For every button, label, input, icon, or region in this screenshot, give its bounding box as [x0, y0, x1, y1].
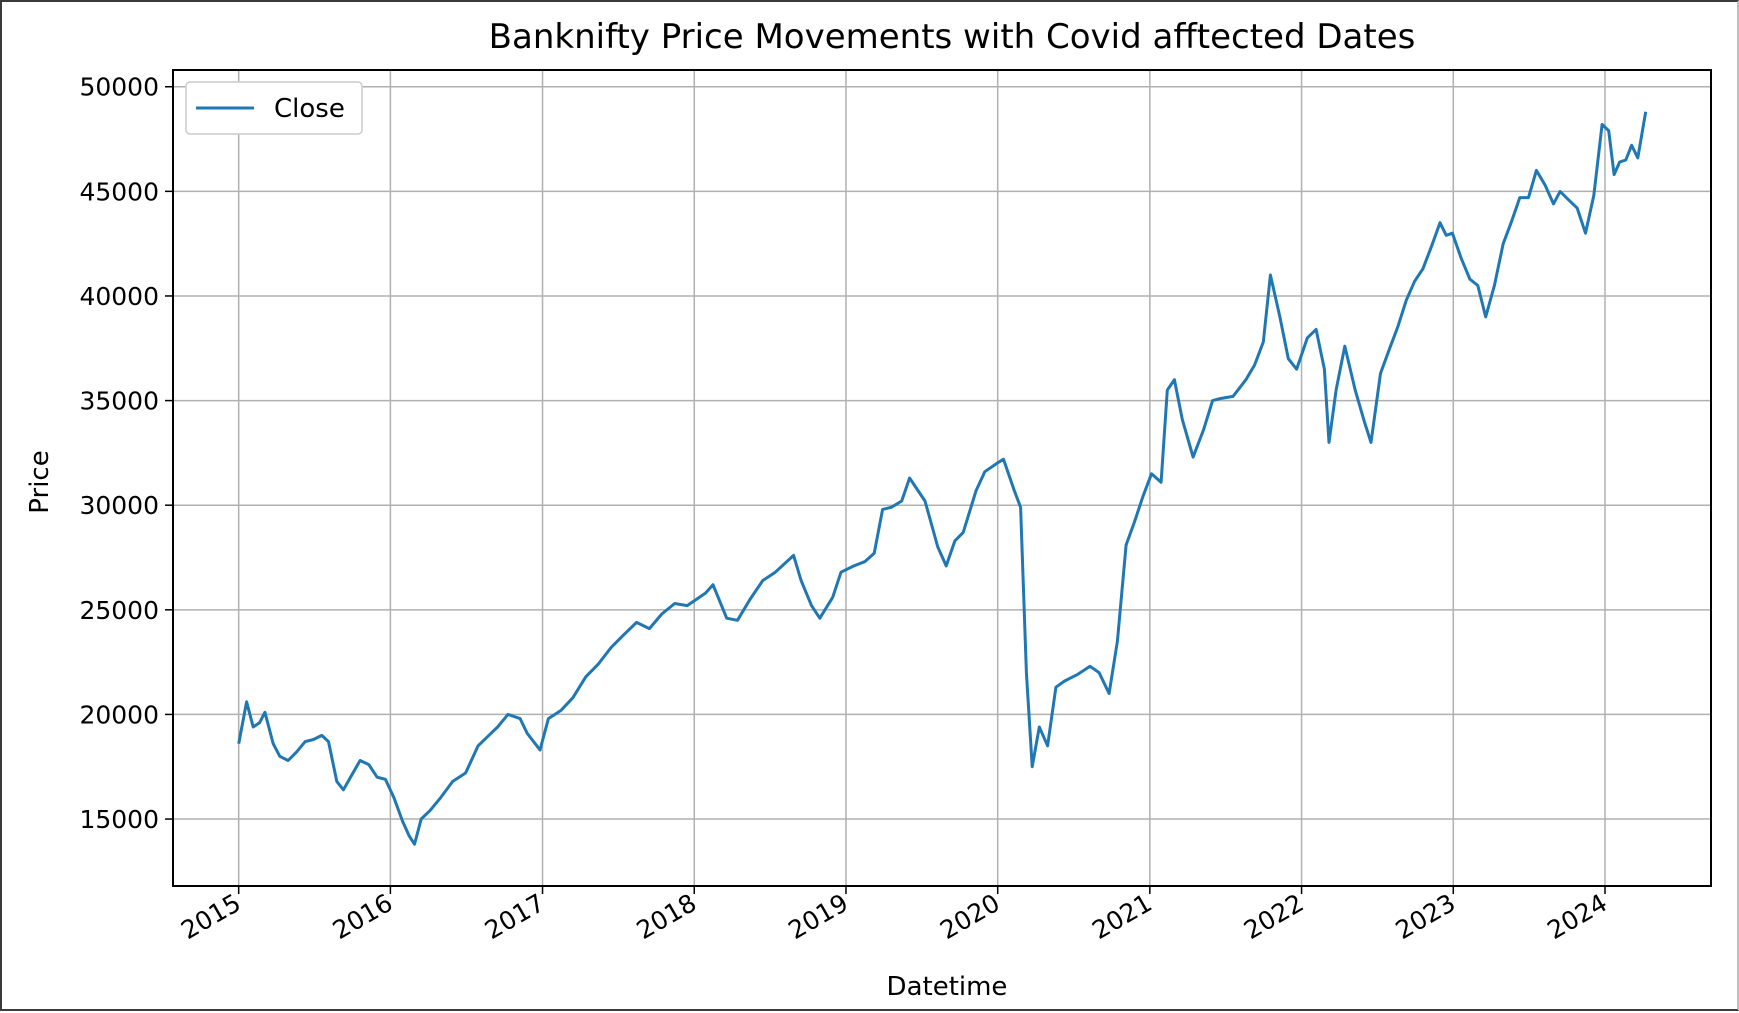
- x-tick-label: 2016: [328, 888, 398, 945]
- x-tick-label: 2015: [176, 888, 246, 945]
- grid: [173, 70, 1711, 886]
- y-tick-label: 50000: [79, 73, 159, 102]
- legend-box: [185, 81, 363, 135]
- chart-title: Banknifty Price Movements with Covid aff…: [489, 17, 1416, 57]
- x-tick-label: 2019: [783, 888, 853, 945]
- x-tick-label: 2024: [1542, 888, 1612, 945]
- x-tick-label: 2022: [1239, 888, 1309, 945]
- y-axis-label: Price: [25, 450, 55, 513]
- x-tick-label: 2018: [632, 888, 702, 945]
- legend: Close: [185, 81, 363, 135]
- legend-label-close: Close: [274, 94, 345, 124]
- y-tick-label: 15000: [79, 805, 159, 834]
- x-tick-label: 2017: [480, 888, 550, 945]
- y-tick-label: 40000: [79, 282, 159, 311]
- y-tick-label: 20000: [79, 700, 159, 729]
- x-axis-label: Datetime: [887, 972, 1008, 1002]
- x-axis: 2015 2016 2017 2018 2019 2020 2021 2022 2023 2024: [176, 886, 1612, 945]
- x-tick-label: 2021: [1087, 888, 1157, 945]
- plot-frame: [172, 69, 1712, 887]
- series-layer: [237, 111, 1648, 846]
- x-tick-label: 2023: [1391, 888, 1461, 945]
- y-tick-label: 35000: [79, 387, 159, 416]
- y-axis: 15000 20000 25000 30000 35000 40000 45000 50000: [79, 73, 173, 834]
- y-tick-label: 30000: [79, 491, 159, 520]
- y-tick-label: 25000: [79, 596, 159, 625]
- x-tick-label: 2020: [935, 888, 1005, 945]
- y-tick-label: 45000: [79, 177, 159, 206]
- series-line-close: [237, 111, 1648, 846]
